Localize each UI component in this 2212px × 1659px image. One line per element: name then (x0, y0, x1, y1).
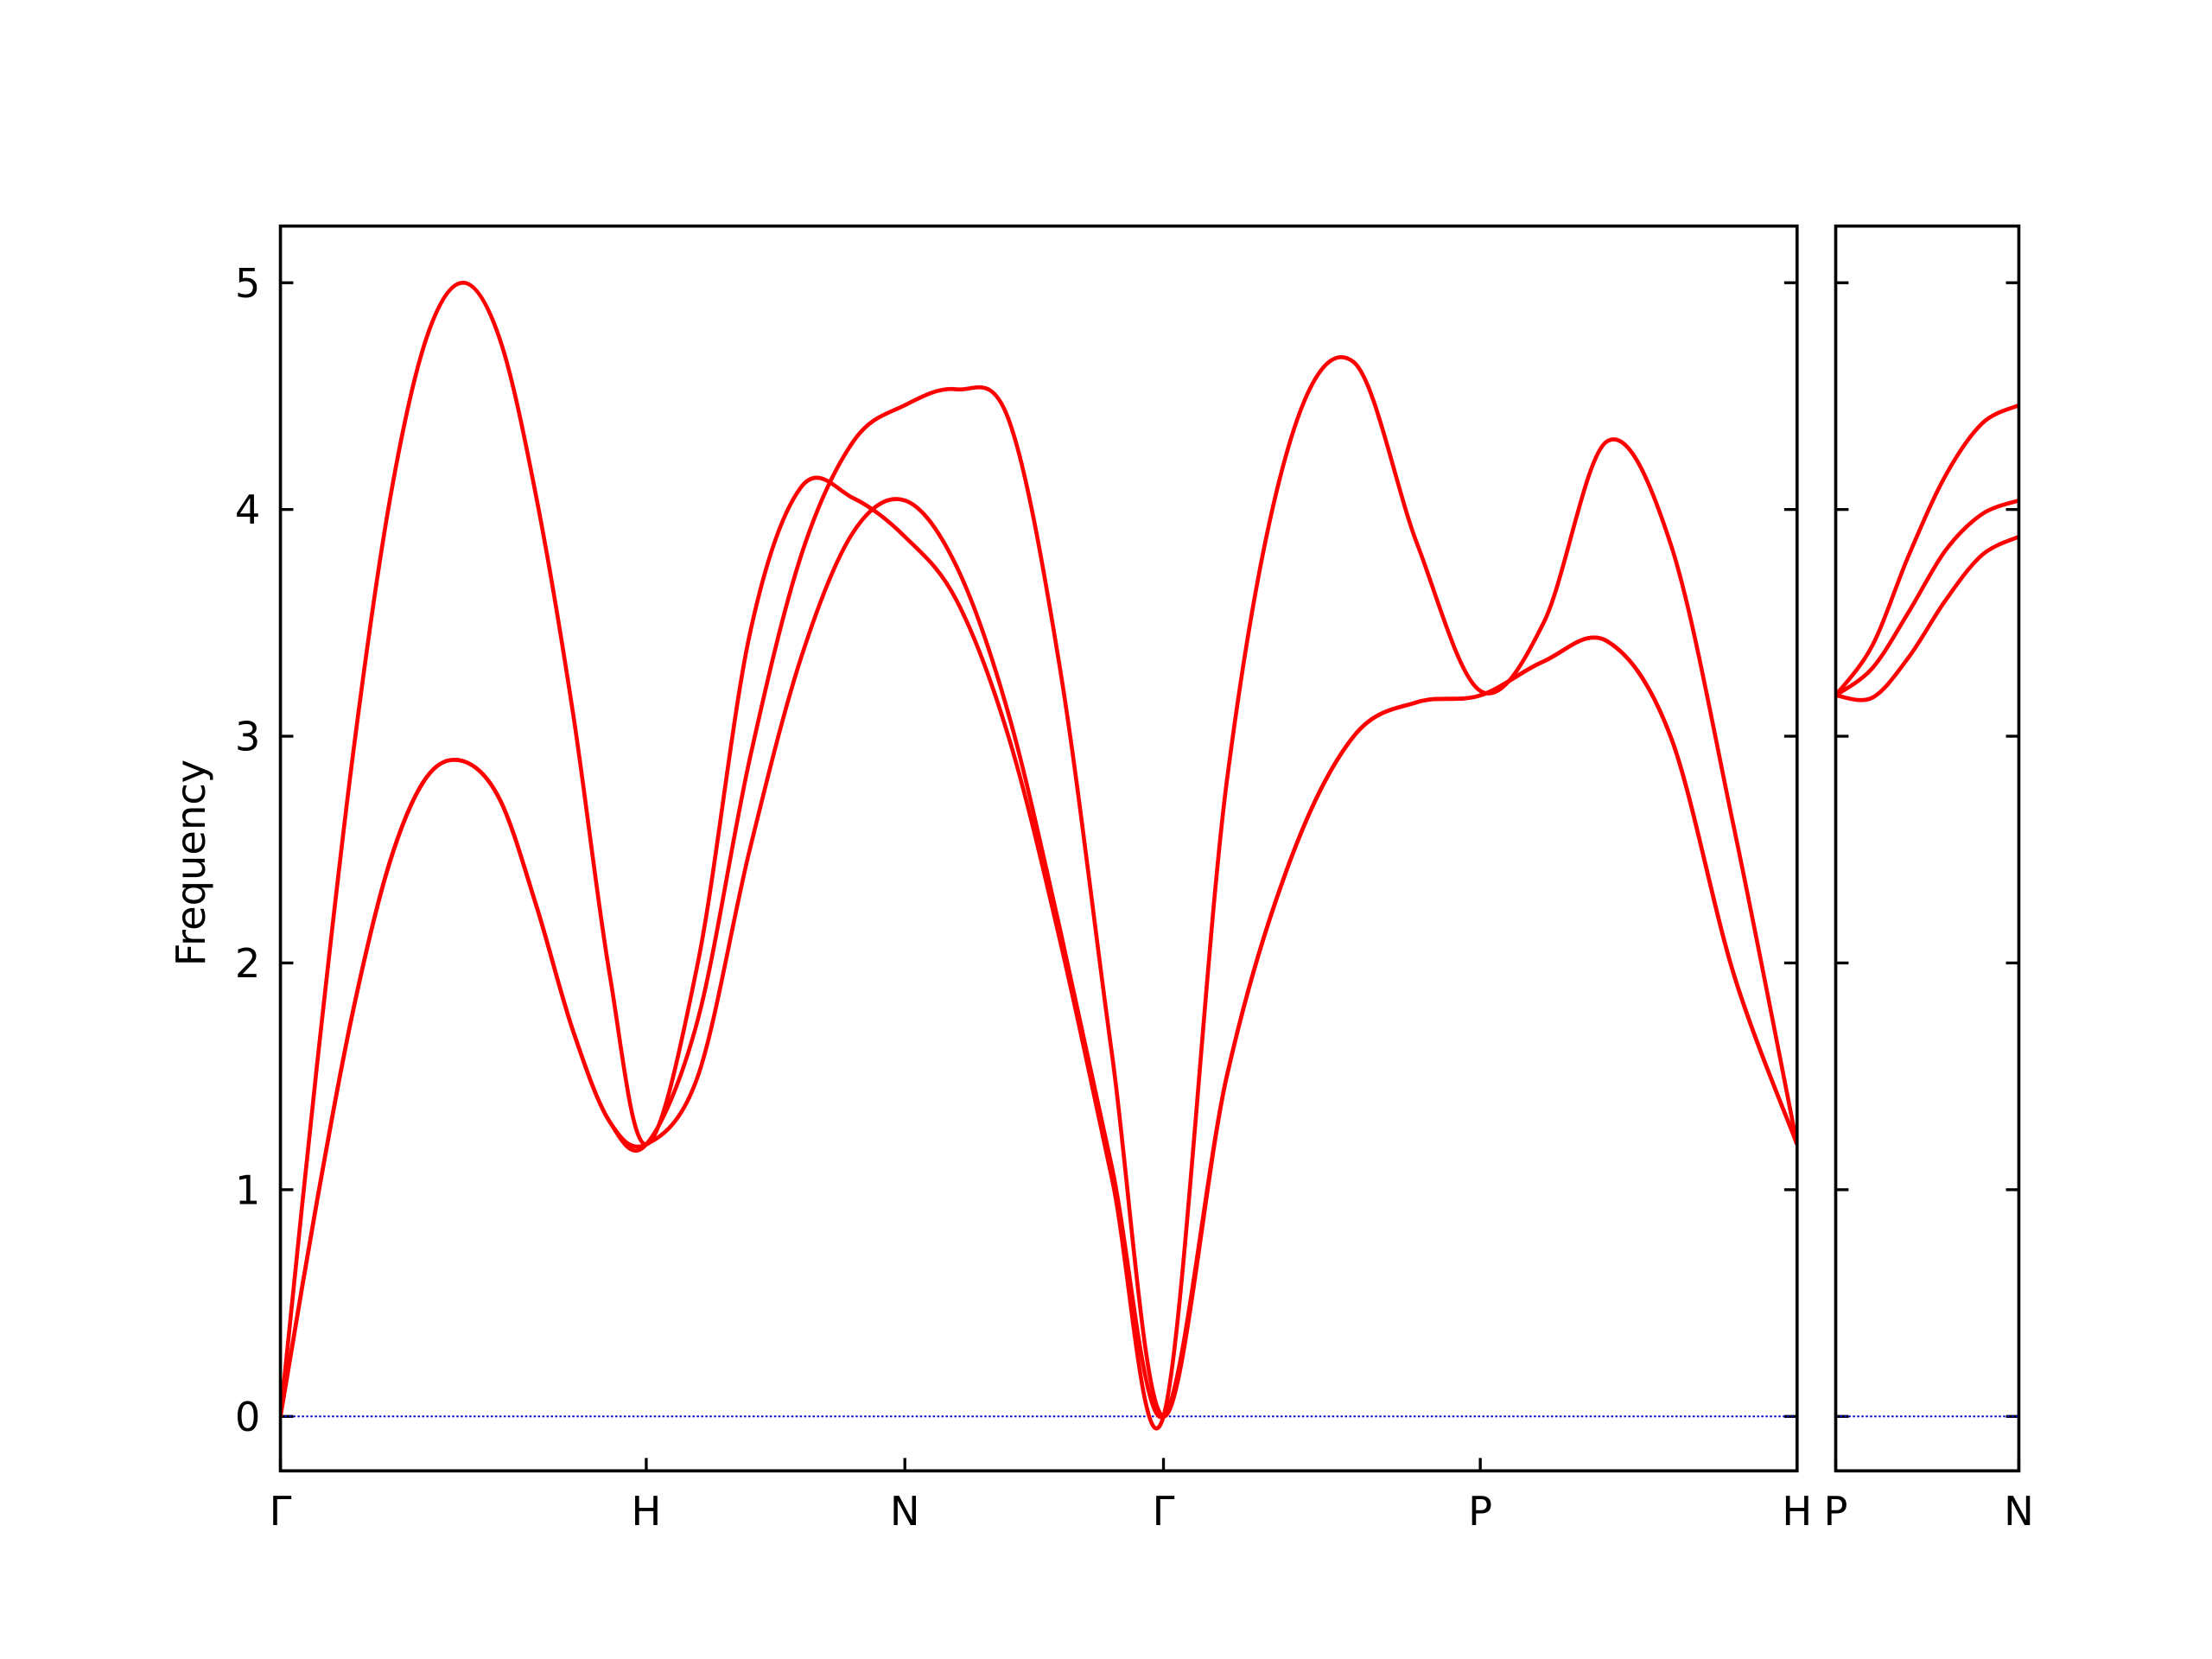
x-tick-label: P (1468, 1488, 1492, 1535)
x-tick-label: P (1824, 1488, 1848, 1535)
band-line (1835, 535, 2019, 702)
y-tick-label: 3 (235, 714, 261, 760)
y-tick-label: 0 (235, 1394, 261, 1440)
band-line (1835, 403, 2019, 697)
y-tick-label: 5 (235, 260, 261, 307)
x-tick-label: H (631, 1488, 661, 1535)
y-axis-label: Frequency (168, 760, 214, 966)
x-tick-label: N (890, 1488, 920, 1535)
x-tick-label: Γ (1153, 1488, 1175, 1535)
y-tick-label: 2 (235, 940, 261, 987)
axes-frame (278, 224, 1799, 1473)
panel: 0 1 2 3 4 5 Γ H N Γ P H Frequency (168, 224, 1812, 1535)
band-line (280, 497, 1797, 1420)
x-tick-label: N (2004, 1488, 2034, 1535)
y-tick-label: 1 (235, 1166, 261, 1213)
band-line (1835, 498, 2019, 697)
band-line (280, 280, 1797, 1431)
x-tick-label: Γ (270, 1488, 292, 1535)
y-tick-label: 4 (235, 486, 261, 533)
axes-frame (1834, 224, 2021, 1473)
x-tick-label: H (1782, 1488, 1812, 1535)
